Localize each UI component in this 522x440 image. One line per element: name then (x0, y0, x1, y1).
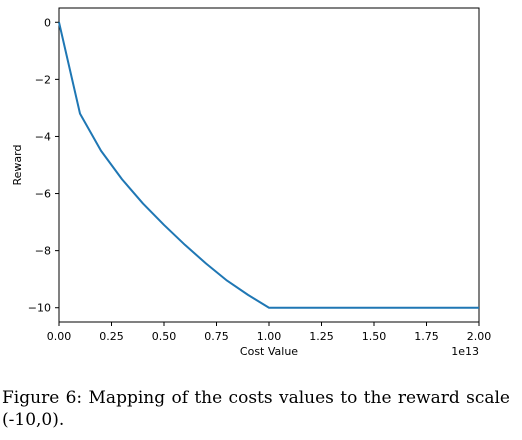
y-axis-label: Reward (11, 145, 24, 186)
series-layer (58, 22, 479, 309)
x-tick-label: 0.25 (99, 330, 124, 343)
series-line (58, 22, 479, 309)
y-tick-label: −10 (28, 302, 51, 315)
x-tick-label: 0.75 (204, 330, 229, 343)
x-tick-label: 1.50 (362, 330, 387, 343)
figure-caption: Figure 6: Mapping of the costs values to… (2, 388, 510, 430)
plot-frame (58, 7, 480, 323)
y-tick-label: 0 (44, 16, 51, 29)
x-tick-label: 0.00 (47, 330, 72, 343)
x-tick-label: 1.25 (309, 330, 334, 343)
y-tick-label: −4 (35, 130, 51, 143)
x-tick-label: 2.00 (467, 330, 492, 343)
y-axis-ticks: 0 −2 −4 −6 −8 −10 (28, 16, 59, 315)
y-tick-label: −8 (35, 245, 51, 258)
x-tick-label: 0.50 (152, 330, 177, 343)
x-axis-label: Cost Value (240, 345, 298, 358)
y-tick-label: −6 (35, 188, 51, 201)
y-tick-label: −2 (35, 73, 51, 86)
x-tick-label: 1.00 (257, 330, 282, 343)
x-tick-label: 1.75 (414, 330, 439, 343)
x-axis-ticks: 0.00 0.25 0.50 0.75 1.00 1.25 1.50 1.75 2.00 (47, 322, 492, 343)
x-axis-offset-label: 1e13 (451, 345, 479, 358)
chart: 0.00 0.25 0.50 0.75 1.00 1.25 1.50 1.75 2.00 0 −2… (11, 7, 492, 358)
